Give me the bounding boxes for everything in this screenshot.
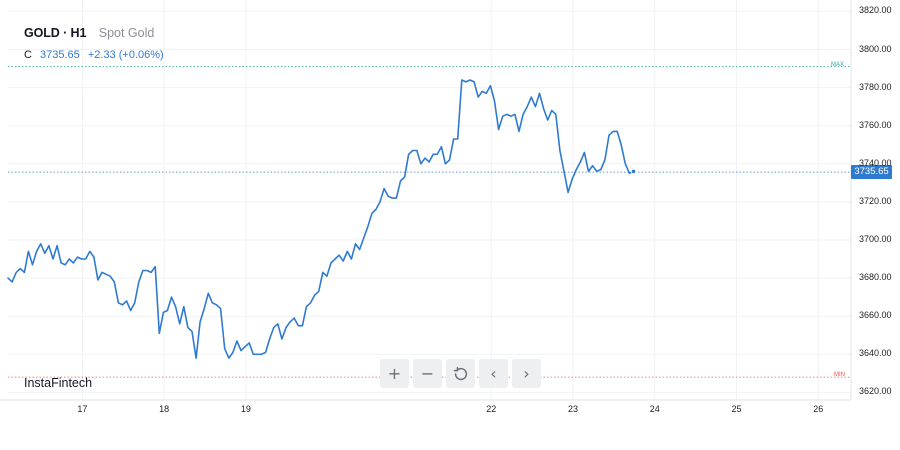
max-label: MAX	[831, 61, 845, 68]
x-tick-label: 26	[813, 404, 824, 414]
x-tick-label: 17	[77, 404, 88, 414]
y-tick-label: 3820.00	[859, 5, 892, 16]
x-tick-label: 24	[649, 404, 660, 414]
scroll-right-button[interactable]: ›	[512, 359, 541, 388]
reset-button[interactable]	[446, 359, 475, 388]
change-value: +2.33 (+0.06%)	[87, 49, 164, 61]
y-tick-label: 3780.00	[859, 81, 892, 92]
y-tick-label: 3640.00	[859, 348, 892, 359]
x-tick-label: 22	[486, 404, 497, 414]
zoom-in-button[interactable]: +	[380, 359, 409, 388]
x-tick-label: 18	[159, 404, 170, 414]
y-tick-label: 3680.00	[859, 272, 892, 283]
minus-icon: −	[420, 364, 435, 383]
chevron-right-icon: ›	[523, 364, 530, 383]
y-tick-label: 3660.00	[859, 310, 892, 321]
current-price-tag: 3735.65	[851, 165, 892, 180]
scroll-left-button[interactable]: ‹	[479, 359, 508, 388]
chevron-left-icon: ‹	[490, 364, 497, 383]
close-value: 3735.65	[40, 49, 80, 61]
close-label: C	[24, 49, 32, 61]
chart-legend: GOLD · H1 Spot Gold C 3735.65 +2.33 (+0.…	[24, 23, 164, 65]
y-tick-label: 3700.00	[859, 234, 892, 244]
y-tick-label: 3620.00	[859, 386, 892, 397]
price-line	[7, 79, 635, 359]
y-tick-label: 3740.00	[859, 157, 892, 168]
x-tick-label: 19	[240, 404, 251, 414]
instrument-name: Spot Gold	[98, 26, 155, 40]
chart-controls: + − ‹ ›	[380, 359, 541, 388]
reset-icon	[453, 366, 467, 380]
symbol-label: GOLD · H1	[24, 26, 87, 40]
last-price-dot	[630, 168, 637, 175]
y-tick-label: 3800.00	[859, 43, 892, 54]
brand-logo: InstaFintech	[24, 376, 93, 390]
price-axis	[0, 0, 852, 401]
price-series	[7, 79, 637, 359]
min-label: MIN	[834, 372, 845, 379]
y-tick-label: 3760.00	[859, 119, 892, 130]
plus-icon: +	[387, 364, 402, 383]
zoom-out-button[interactable]: −	[413, 359, 442, 388]
y-tick-label: 3720.00	[859, 195, 892, 206]
x-tick-label: 25	[731, 404, 742, 414]
x-tick-label: 23	[567, 404, 578, 414]
